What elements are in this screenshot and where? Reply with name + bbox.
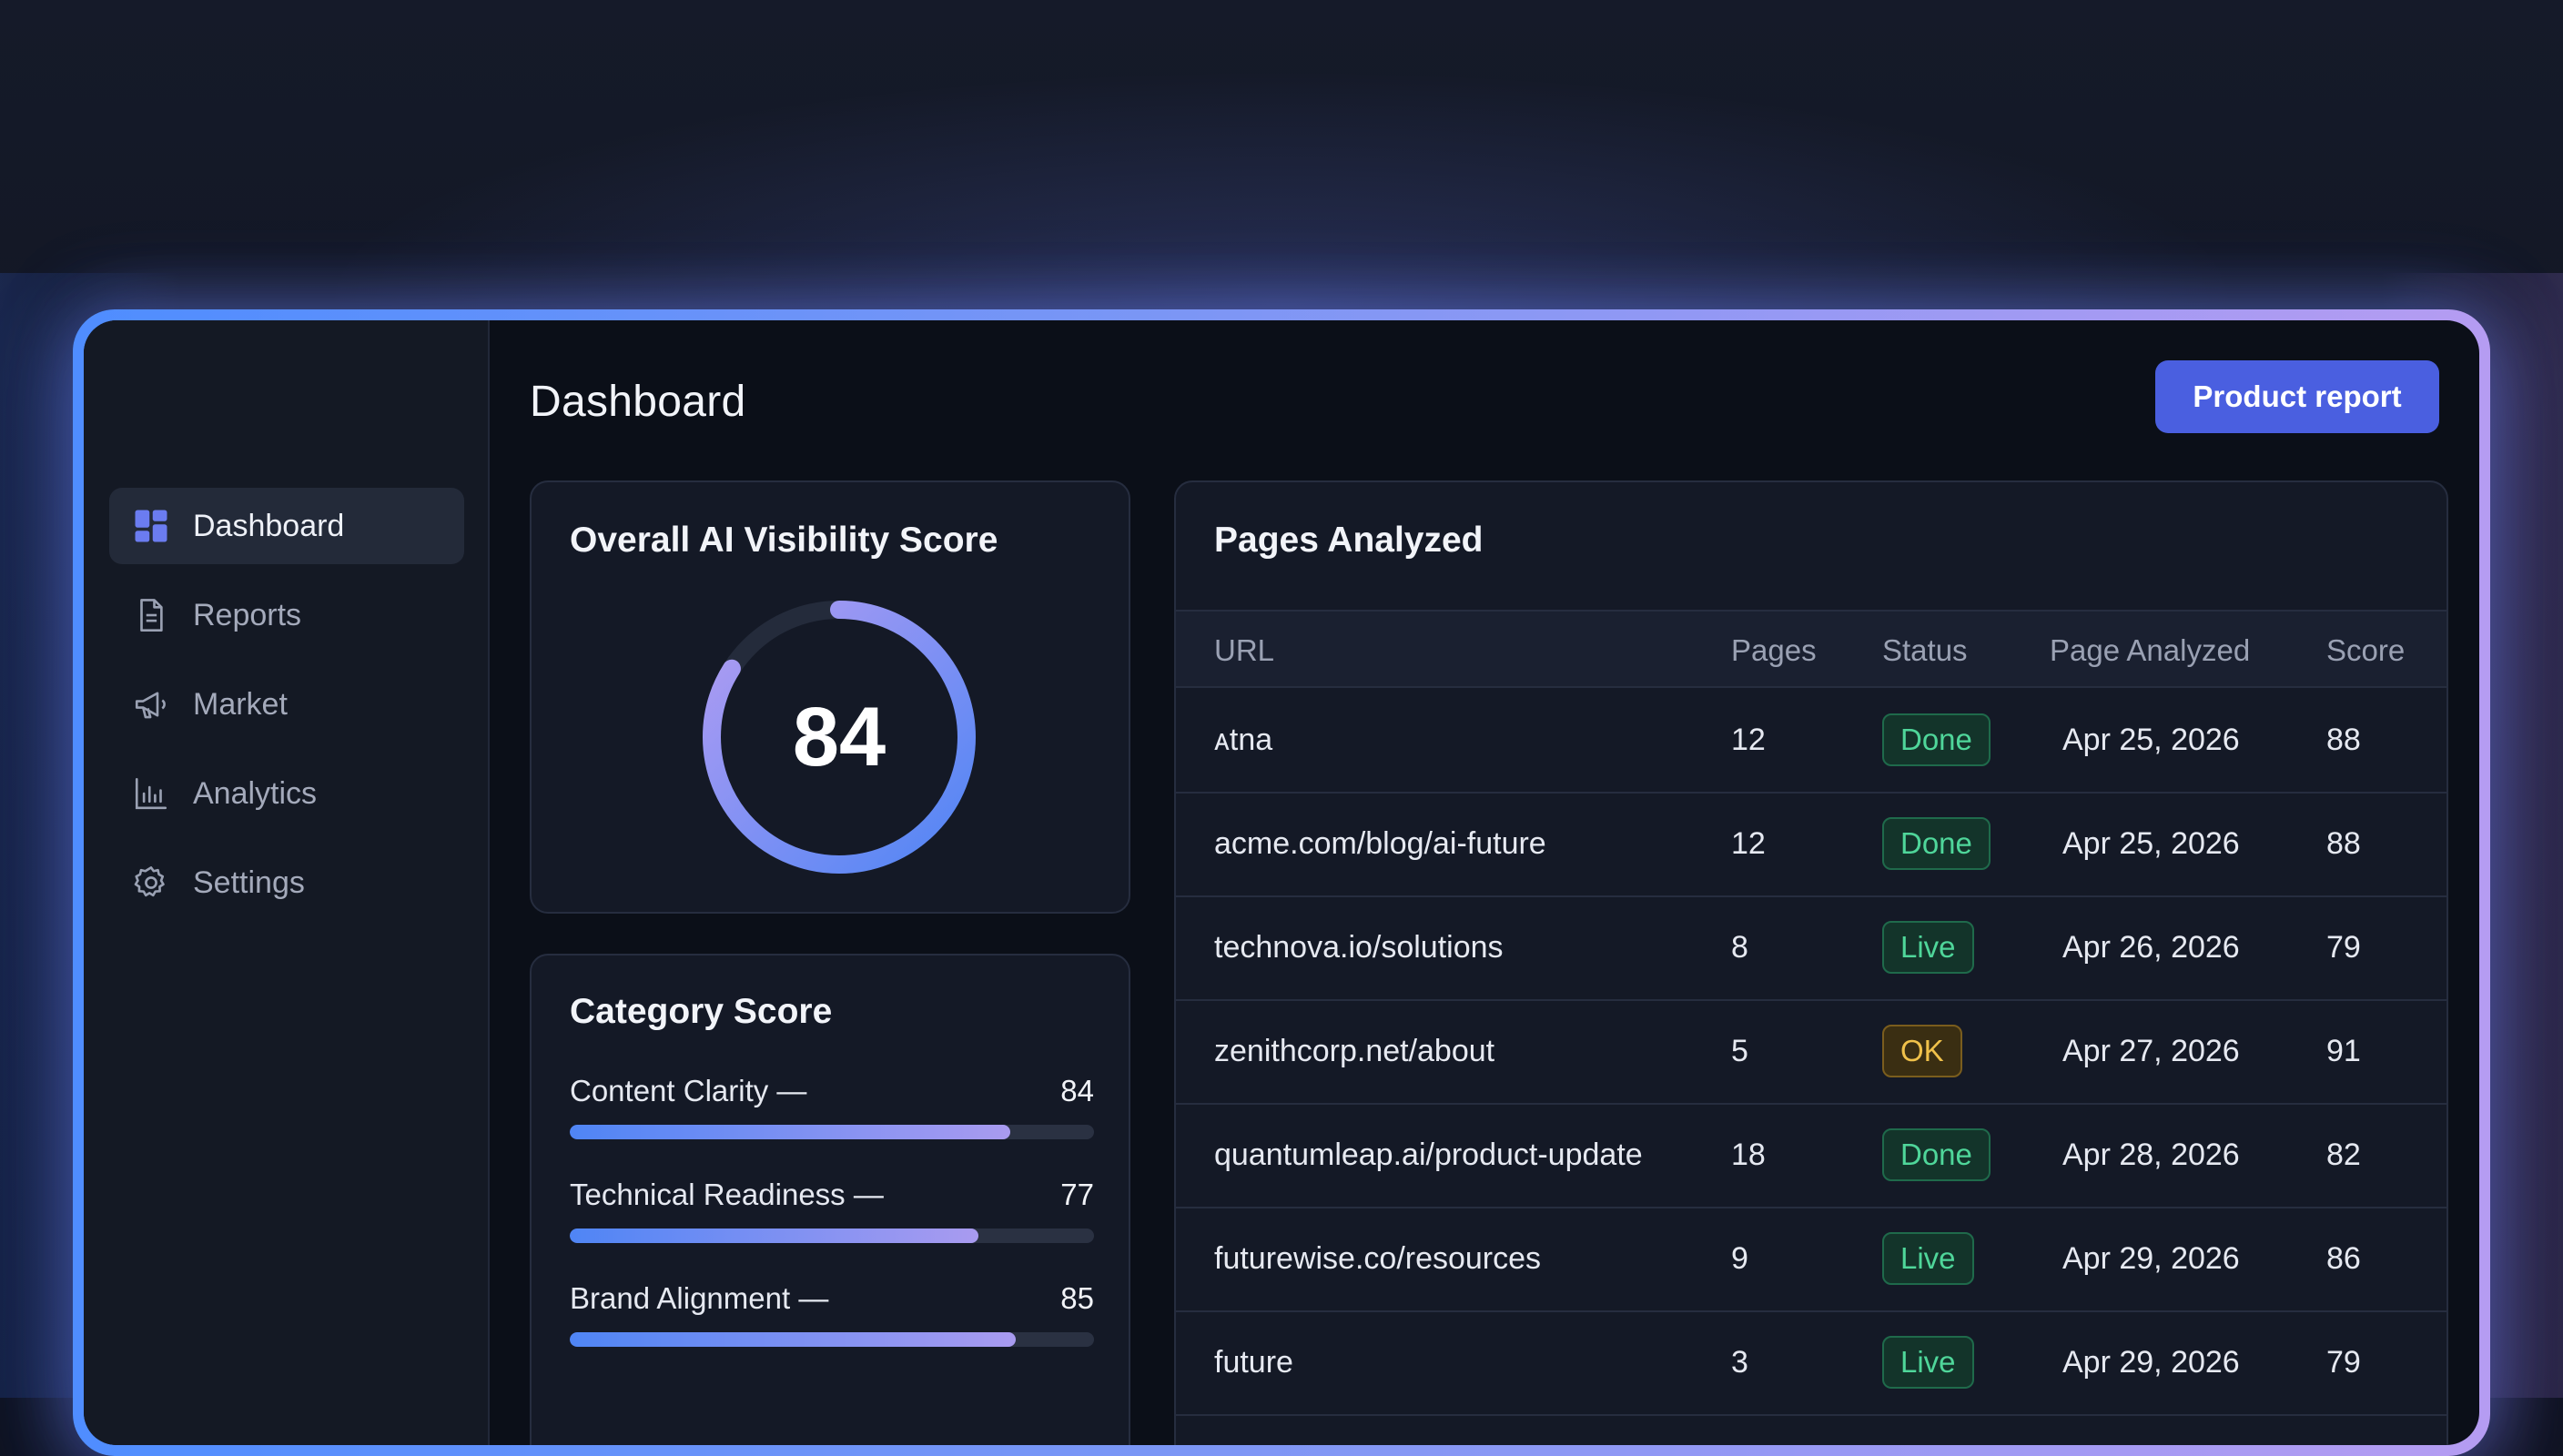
category-value: 84 [1060, 1074, 1094, 1107]
row-date: Apr 29, 2026 [2062, 1241, 2240, 1276]
column-header-status[interactable]: Status [1882, 633, 1968, 667]
card-title: Category Score [570, 992, 833, 1031]
main-content: Dashboard Product report Overall AI Visi… [490, 320, 2479, 1445]
row-date: Apr 26, 2026 [2062, 930, 2240, 965]
status-badge: OK [1882, 1025, 1962, 1077]
sidebar-item-dashboard[interactable]: Dashboard [109, 488, 464, 564]
row-score: 82 [2326, 1138, 2361, 1172]
sidebar-item-analytics[interactable]: Analytics [109, 755, 464, 832]
row-url[interactable]: quantumleap.ai/product-update [1214, 1138, 1643, 1172]
row-date: Apr 25, 2026 [2062, 723, 2240, 757]
pages-analyzed-card: Pages Analyzed URL Pages Status Page Ana… [1174, 480, 2448, 1445]
row-pages: 3 [1731, 1345, 1748, 1380]
gear-icon [131, 863, 171, 903]
column-header-score[interactable]: Score [2326, 633, 2406, 667]
row-score: 86 [2326, 1241, 2361, 1276]
product-report-button[interactable]: Product report [2155, 360, 2439, 433]
category-label: Content Clarity — [570, 1074, 807, 1107]
bar-chart-icon [131, 774, 171, 814]
document-icon [131, 595, 171, 635]
sidebar-item-label: Market [193, 686, 288, 722]
row-date: Apr 29, 2026 [2062, 1345, 2240, 1380]
category-label: Brand Alignment — [570, 1281, 829, 1315]
row-score: 79 [2326, 1345, 2361, 1380]
page-title: Dashboard [530, 378, 746, 426]
category-score-card: Category Score Content Clarity — 84 Tech… [530, 954, 1130, 1445]
table-row[interactable]: zenithcorp.net/about 5 OK Apr 27, 2026 91 [1176, 1001, 2446, 1105]
table-row[interactable]: technova.io/solutions 8 Live Apr 26, 2026 79 [1176, 897, 2446, 1001]
column-header-url[interactable]: URL [1214, 633, 1275, 667]
row-url[interactable]: futurewise.co/resources [1214, 1241, 1542, 1276]
category-row: Content Clarity — 84 [570, 1074, 1094, 1139]
sidebar-item-label: Analytics [193, 775, 318, 811]
category-value: 77 [1060, 1178, 1094, 1211]
category-bar-fill [570, 1228, 979, 1243]
status-badge: Done [1882, 1128, 1991, 1181]
app-frame: Dashboard Reports Market [73, 309, 2490, 1456]
row-score: 79 [2326, 930, 2361, 965]
app-window: Dashboard Reports Market [84, 320, 2479, 1445]
status-badge: Done [1882, 713, 1991, 766]
visibility-score-card: Overall AI Visibility Score 84 [530, 480, 1130, 914]
grid-icon [131, 506, 171, 546]
row-date: Apr 25, 2026 [2062, 826, 2240, 861]
sidebar: Dashboard Reports Market [84, 320, 490, 1445]
category-row: Brand Alignment — 85 [570, 1281, 1094, 1347]
row-date: Apr 28, 2026 [2062, 1138, 2240, 1172]
category-bar-fill [570, 1332, 1016, 1347]
status-badge: Live [1882, 1232, 1974, 1285]
column-header-date[interactable]: Page Analyzed [2050, 633, 2251, 667]
row-url[interactable]: acme.com/blog/ai-future [1214, 826, 1546, 861]
table-row[interactable]: future 3 Live Apr 29, 2026 79 [1176, 1312, 2446, 1416]
sidebar-item-market[interactable]: Market [109, 666, 464, 743]
score-value: 84 [792, 690, 886, 784]
card-title: Overall AI Visibility Score [570, 521, 998, 560]
table-row[interactable]: ᴀtna 12 Done Apr 25, 2026 88 [1176, 690, 2446, 794]
row-pages: 8 [1731, 930, 1748, 965]
row-pages: 9 [1731, 1241, 1748, 1276]
gauge-arc [703, 601, 976, 874]
row-url[interactable]: future [1214, 1345, 1293, 1380]
status-badge: Live [1882, 921, 1974, 974]
row-date: Apr 27, 2026 [2062, 1034, 2240, 1068]
category-label: Technical Readiness — [570, 1178, 884, 1211]
table-row[interactable]: futurewise.co/resources 9 Live Apr 29, 2026… [1176, 1208, 2446, 1312]
score-gauge [703, 601, 976, 874]
category-bar-fill [570, 1125, 1010, 1139]
row-score: 88 [2326, 723, 2361, 757]
card-title: Pages Analyzed [1214, 521, 1484, 560]
row-url[interactable]: zenithcorp.net/about [1214, 1034, 1495, 1068]
table-header: URL Pages Status Page Analyzed Score [1176, 610, 2446, 688]
megaphone-icon [131, 684, 171, 724]
sidebar-item-label: Reports [193, 597, 302, 632]
sidebar-item-settings[interactable]: Settings [109, 844, 464, 921]
category-value: 85 [1060, 1281, 1094, 1315]
table-row[interactable]: acme.com/blog/ai-future 12 Done Apr 25, 202… [1176, 794, 2446, 897]
row-pages: 5 [1731, 1034, 1748, 1068]
row-url[interactable]: ᴀtna [1214, 723, 1273, 757]
sidebar-item-label: Settings [193, 864, 305, 900]
category-bar [570, 1332, 1094, 1347]
row-pages: 12 [1731, 723, 1766, 757]
category-row: Technical Readiness — 77 [570, 1178, 1094, 1243]
sidebar-item-reports[interactable]: Reports [109, 577, 464, 653]
column-header-pages[interactable]: Pages [1731, 633, 1817, 667]
sidebar-item-label: Dashboard [193, 508, 345, 543]
category-bar [570, 1228, 1094, 1243]
status-badge: Live [1882, 1336, 1974, 1389]
category-bar [570, 1125, 1094, 1139]
status-badge: Done [1882, 817, 1991, 870]
row-score: 91 [2326, 1034, 2361, 1068]
row-pages: 12 [1731, 826, 1766, 861]
row-score: 88 [2326, 826, 2361, 861]
table-row[interactable]: quantumleap.ai/product-update 18 Done Apr 2… [1176, 1105, 2446, 1208]
row-pages: 18 [1731, 1138, 1766, 1172]
row-url[interactable]: technova.io/solutions [1214, 930, 1504, 965]
